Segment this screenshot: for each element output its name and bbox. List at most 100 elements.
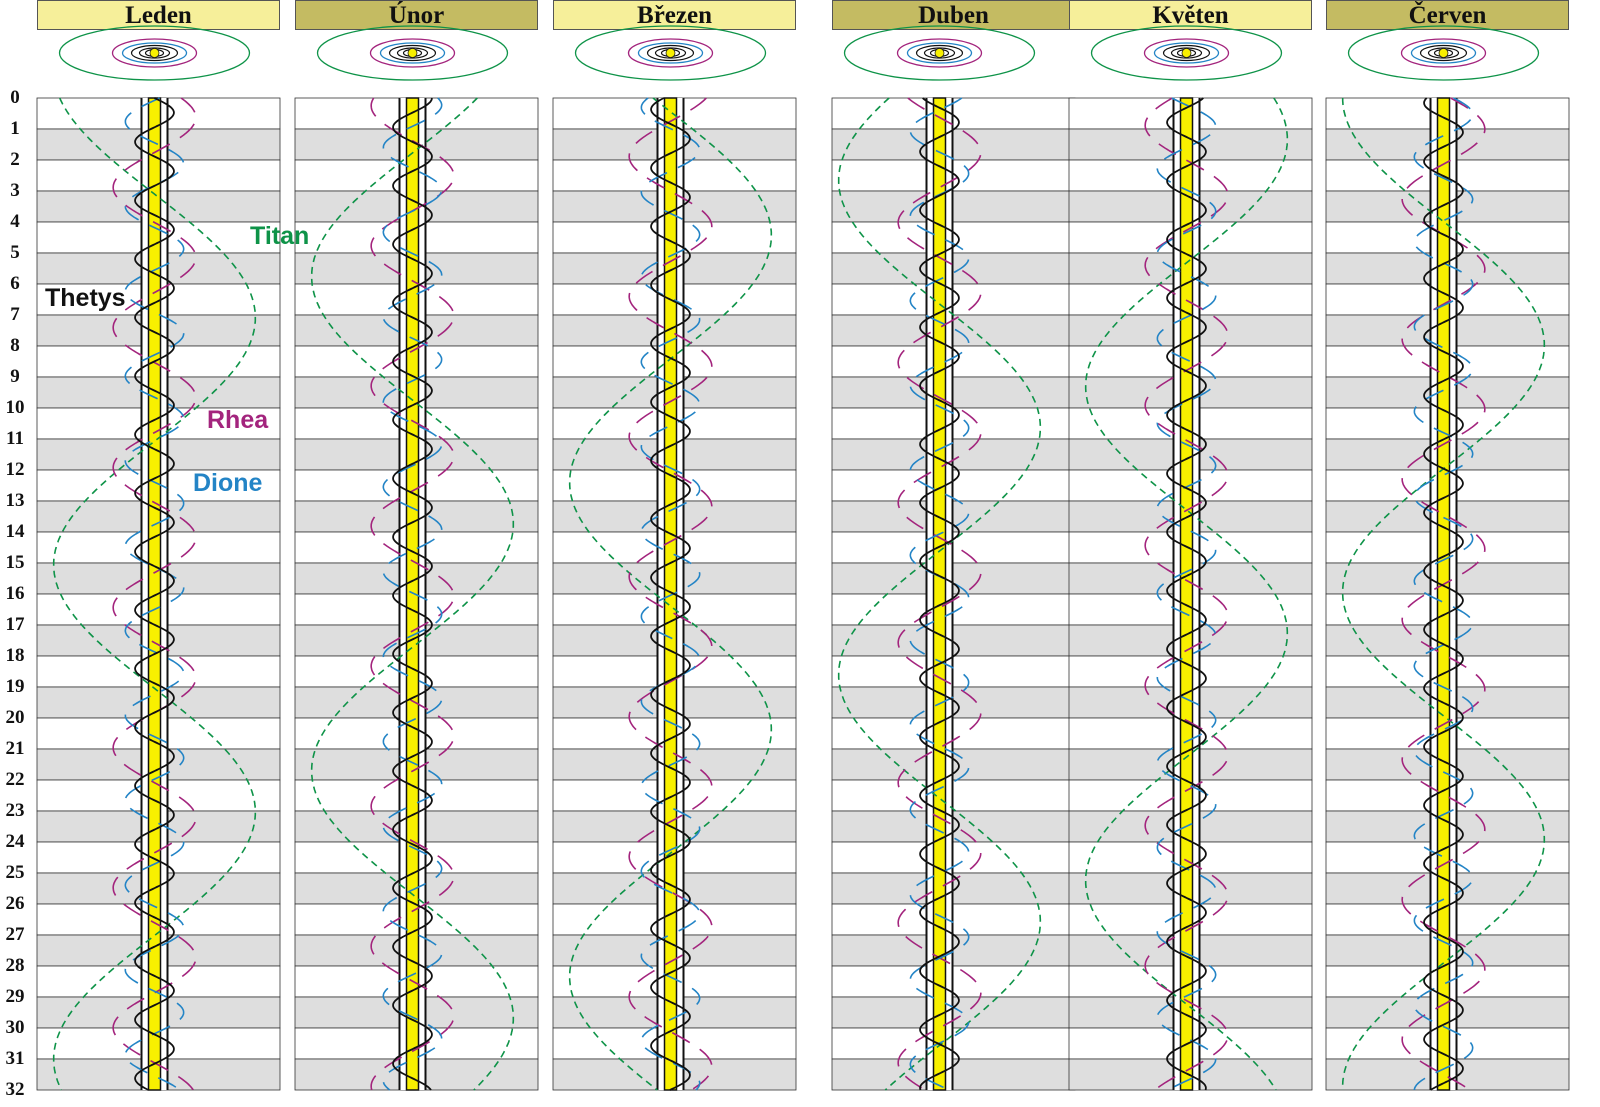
rhea-orbit-icon (627, 38, 714, 68)
rhea-path (370, 97, 455, 1091)
saturn-icon (407, 48, 418, 58)
day-label: 7 (10, 304, 20, 325)
titan-path (310, 97, 515, 1091)
day-label: 12 (5, 459, 25, 480)
rhea-orbit-icon (1143, 38, 1230, 68)
rhea-path (1144, 97, 1229, 1091)
saturn-icon (934, 48, 945, 58)
dione-orbit-icon (121, 42, 188, 64)
rhea-label: Rhea (207, 406, 269, 434)
day-label: 17 (5, 614, 25, 635)
rhea-path (897, 97, 982, 1091)
day-label: 13 (5, 490, 25, 511)
day-label: 2 (10, 149, 20, 170)
day-label: 0 (10, 87, 20, 108)
dione-label: Dione (193, 469, 263, 497)
titan-path (1084, 97, 1289, 1091)
rhea-path (112, 97, 197, 1091)
saturn-icon (1438, 48, 1449, 58)
tethys-orbit-icon (646, 44, 695, 62)
tethys-path (919, 97, 960, 1091)
tethys-path (392, 97, 433, 1091)
day-label: 23 (5, 800, 25, 821)
month-header-2: Březen (553, 0, 796, 30)
ring-outer-icon (1170, 47, 1203, 59)
dione-path (124, 97, 185, 1091)
tethys-orbit-icon (130, 44, 179, 62)
tethys-path (650, 97, 691, 1091)
day-label: 30 (5, 1017, 25, 1038)
saturn-disc (1179, 97, 1194, 1091)
day-label: 11 (6, 428, 24, 449)
titan-path (568, 97, 773, 1091)
ring-outer-icon (654, 47, 687, 59)
titan-path (1341, 98, 1546, 1090)
day-label: 15 (5, 552, 25, 573)
titan-orbit-icon (574, 25, 767, 81)
day-label: 6 (10, 273, 20, 294)
dione-path (382, 97, 443, 1091)
month-header-5: Červen (1326, 0, 1569, 30)
day-label: 22 (5, 769, 25, 790)
day-label: 9 (10, 366, 20, 387)
rhea-orbit-icon (369, 38, 456, 68)
titan-orbit-icon (58, 25, 251, 81)
day-label: 27 (5, 924, 25, 945)
day-label: 5 (10, 242, 20, 263)
day-label: 32 (5, 1079, 25, 1100)
tethys-path (1423, 97, 1464, 1091)
day-label: 14 (5, 521, 25, 542)
saturn-icon (1181, 48, 1192, 58)
day-label: 18 (5, 645, 25, 666)
day-label: 28 (5, 955, 25, 976)
tethys-orbit-icon (388, 44, 437, 62)
day-label: 19 (5, 676, 25, 697)
month-header-3: Duben (832, 0, 1075, 30)
day-label: 4 (10, 211, 20, 232)
tethys-orbit-icon (1419, 44, 1468, 62)
rhea-orbit-icon (1400, 38, 1487, 68)
day-label: 24 (5, 831, 25, 852)
day-label: 16 (5, 583, 25, 604)
day-label: 1 (10, 118, 20, 139)
ring-outer-icon (1427, 47, 1460, 59)
saturn-disc (405, 97, 420, 1091)
dione-orbit-icon (1153, 42, 1220, 64)
titan-orbit-icon (1347, 25, 1540, 81)
tethys-path (1166, 97, 1207, 1091)
day-label: 20 (5, 707, 25, 728)
dione-orbit-icon (379, 42, 446, 64)
tethys-orbit-icon (1162, 44, 1211, 62)
titan-orbit-icon (843, 25, 1036, 81)
month-header-1: Únor (295, 0, 538, 30)
tethys-label: Thetys (45, 284, 126, 312)
day-label: 8 (10, 335, 20, 356)
saturn-disc (932, 97, 947, 1091)
day-label: 29 (5, 986, 25, 1007)
day-label: 31 (5, 1048, 25, 1069)
month-header-0: Leden (37, 0, 280, 30)
day-label: 21 (5, 738, 25, 759)
dione-path (909, 97, 970, 1091)
dione-orbit-icon (1410, 42, 1477, 64)
tethys-orbit-icon (915, 44, 964, 62)
rhea-orbit-icon (111, 38, 198, 68)
ring-outer-icon (923, 47, 956, 59)
month-panel-0 (36, 25, 281, 1091)
rhea-path (1401, 97, 1486, 1091)
tethys-path (134, 97, 175, 1091)
month-header-4: Květen (1069, 0, 1312, 30)
rhea-orbit-icon (896, 38, 983, 68)
saturn-icon (149, 48, 160, 58)
titan-label: Titan (250, 222, 309, 250)
dione-path (1156, 97, 1217, 1091)
day-label: 3 (10, 180, 20, 201)
dione-orbit-icon (906, 42, 973, 64)
titan-orbit-icon (1090, 25, 1283, 81)
ring-outer-icon (138, 47, 171, 59)
month-panel-3 (831, 25, 1076, 1091)
titan-orbit-icon (316, 25, 509, 81)
month-panel-2 (552, 25, 797, 1091)
